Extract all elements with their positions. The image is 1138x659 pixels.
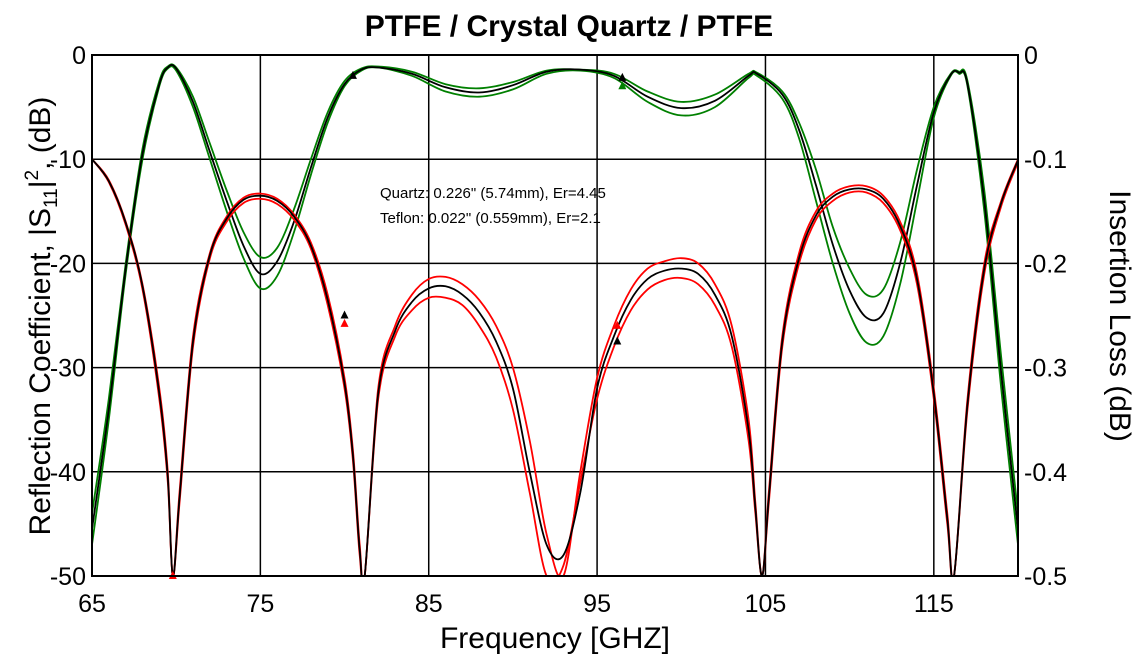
x-tick-label-4: 105	[745, 590, 787, 618]
annotation-teflon: Teflon: 0.022" (0.559mm), Er=2.1	[380, 210, 601, 227]
left-y-axis-label: Reflection Coefficient, |S11|2, (dB)	[22, 97, 62, 536]
x-axis-label: Frequency [GHZ]	[440, 622, 670, 655]
left-y-axis-label-sup: 2	[22, 170, 43, 181]
grid	[92, 55, 1018, 576]
left-y-axis-label-suffix: , (dB)	[24, 97, 57, 170]
right-y-axis-label: Insertion Loss (dB)	[1103, 190, 1136, 442]
series-line-4	[92, 158, 1018, 576]
right-y-tick-label-3: -0.3	[1024, 355, 1067, 383]
left-y-tick-label-5: -50	[50, 563, 86, 591]
right-y-tick-label-2: -0.2	[1024, 250, 1067, 278]
x-tick-label-5: 115	[914, 590, 954, 618]
chart-title: PTFE / Crystal Quartz / PTFE	[365, 10, 773, 43]
x-tick-labels: 65 75 85 95 105 115	[78, 590, 954, 618]
data-marker-1	[340, 318, 349, 327]
annotation-quartz: Quartz: 0.226" (5.74mm), Er=4.45	[380, 185, 606, 202]
left-y-tick-label-0: 0	[72, 42, 86, 70]
right-y-tick-label-5: -0.5	[1024, 563, 1067, 591]
series-line-0	[92, 65, 1018, 545]
left-y-tick-label-3: -30	[50, 355, 86, 383]
series-line-5	[92, 158, 1018, 576]
left-y-axis-label-prefix: Reflection Coefficient, |S	[24, 208, 57, 535]
series-line-2	[92, 63, 1018, 530]
data-marker-7	[618, 81, 627, 90]
right-y-tick-label-0: 0	[1024, 42, 1038, 70]
series-line-3	[92, 158, 1018, 576]
x-tick-label-2: 85	[415, 590, 443, 618]
right-y-tick-label-4: -0.4	[1024, 459, 1067, 487]
plot-frame	[91, 54, 1019, 577]
left-y-tick-label-2: -20	[50, 250, 86, 278]
right-y-tick-labels: 0 -0.1 -0.2 -0.3 -0.4 -0.5	[1024, 42, 1067, 591]
x-tick-label-1: 75	[246, 590, 274, 618]
left-y-tick-label-4: -40	[50, 459, 86, 487]
data-marker-0	[340, 310, 349, 319]
right-y-tick-label-1: -0.1	[1024, 146, 1067, 174]
data-marker-5	[348, 70, 357, 79]
left-y-tick-labels: 0 -10 -20 -30 -40 -50	[50, 42, 86, 591]
x-tick-label-0: 65	[78, 590, 106, 618]
data-marker-2	[613, 336, 622, 345]
series-line-1	[92, 63, 1018, 514]
data-marker-6	[618, 72, 627, 81]
left-y-axis-label-bar: |	[24, 180, 57, 188]
left-y-tick-label-1: -10	[50, 146, 86, 174]
left-y-axis-label-sub: 11	[41, 188, 62, 208]
series-group	[92, 63, 1018, 576]
data-marker-3	[613, 320, 622, 329]
x-tick-label-3: 95	[583, 590, 611, 618]
